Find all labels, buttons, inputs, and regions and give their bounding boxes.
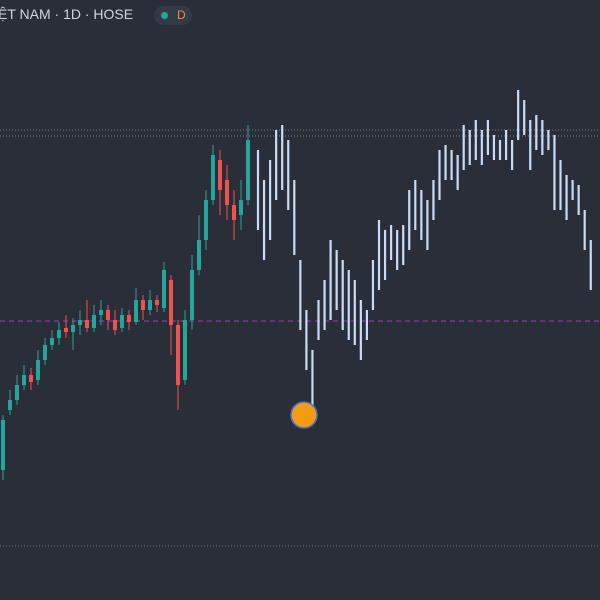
candle-body [1,420,5,470]
candle-body [134,300,138,322]
candle-body [85,320,89,328]
candle-body [92,315,96,328]
candle-body [8,400,12,410]
candle-body [176,325,180,385]
candle-body [113,320,117,330]
candle-body [50,338,54,345]
candle-body [99,310,103,315]
candle-body [169,280,173,325]
candle-body [183,320,187,380]
candle-body [120,315,124,328]
candle-body [148,300,152,310]
badge-text: D [177,8,186,22]
candle-body [78,320,82,325]
status-dot [161,12,168,19]
candle-body [197,240,201,270]
candle-body [218,160,222,190]
symbol-title: ỆT NAM · 1D · HOSE [0,6,134,22]
interval-badge[interactable]: D [154,6,192,25]
candle-body [162,270,166,308]
candle-body [15,385,19,400]
candle-body [71,325,75,332]
candle-body [57,330,61,338]
candle-body [239,200,243,215]
candle-body [36,360,40,380]
candle-body [43,345,47,360]
candle-body [106,310,110,320]
candle-body [64,328,68,332]
candle-body [246,140,250,200]
candle-body [204,200,208,240]
candle-body [22,375,26,385]
candle-body [211,155,215,200]
candle-body [155,300,159,305]
candle-body [29,375,33,382]
candle-body [127,315,131,322]
event-marker [290,401,318,429]
candle-body [190,270,194,320]
candle-body [141,300,145,310]
candle-body [232,205,236,220]
candle-body [225,180,229,205]
